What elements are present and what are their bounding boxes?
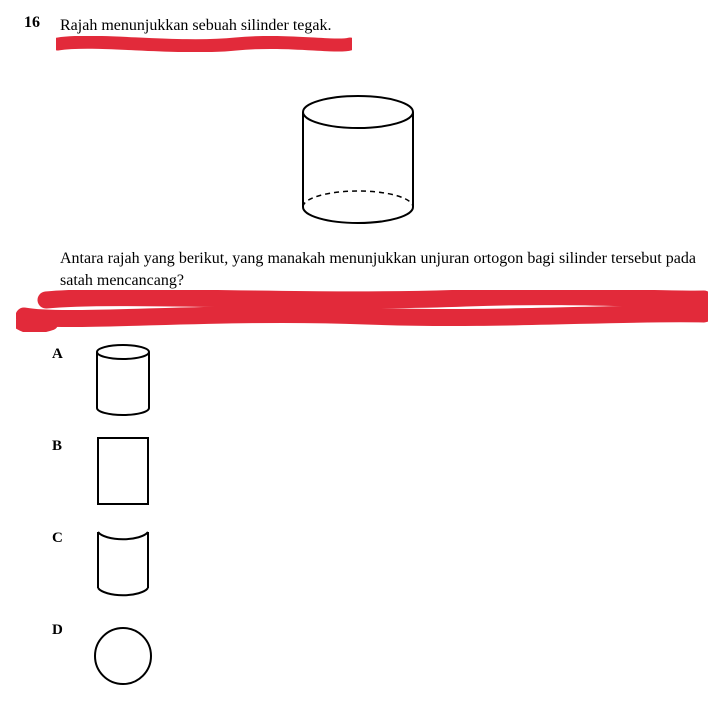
highlight-mark-2	[16, 290, 708, 332]
option-A-label: A	[52, 340, 88, 363]
cylinder-figure	[298, 92, 418, 227]
option-A-shape	[88, 340, 158, 422]
question-text-line1: Rajah menunjukkan sebuah silinder tegak.	[60, 16, 331, 37]
option-B[interactable]: B	[52, 432, 158, 514]
option-D-shape	[88, 616, 158, 698]
options-block: A B C D	[52, 340, 158, 708]
highlight-mark-1	[56, 36, 352, 52]
question-number: 16	[24, 14, 40, 32]
option-D-label: D	[52, 616, 88, 639]
option-B-label: B	[52, 432, 88, 455]
page: 16 Rajah menunjukkan sebuah silinder teg…	[0, 0, 718, 727]
option-A[interactable]: A	[52, 340, 158, 422]
option-C-label: C	[52, 524, 88, 547]
option-B-shape	[88, 432, 158, 514]
question-text-para2: Antara rajah yang berikut, yang manakah …	[60, 248, 696, 291]
option-D[interactable]: D	[52, 616, 158, 698]
option-C[interactable]: C	[52, 524, 158, 606]
option-C-shape	[88, 524, 158, 606]
